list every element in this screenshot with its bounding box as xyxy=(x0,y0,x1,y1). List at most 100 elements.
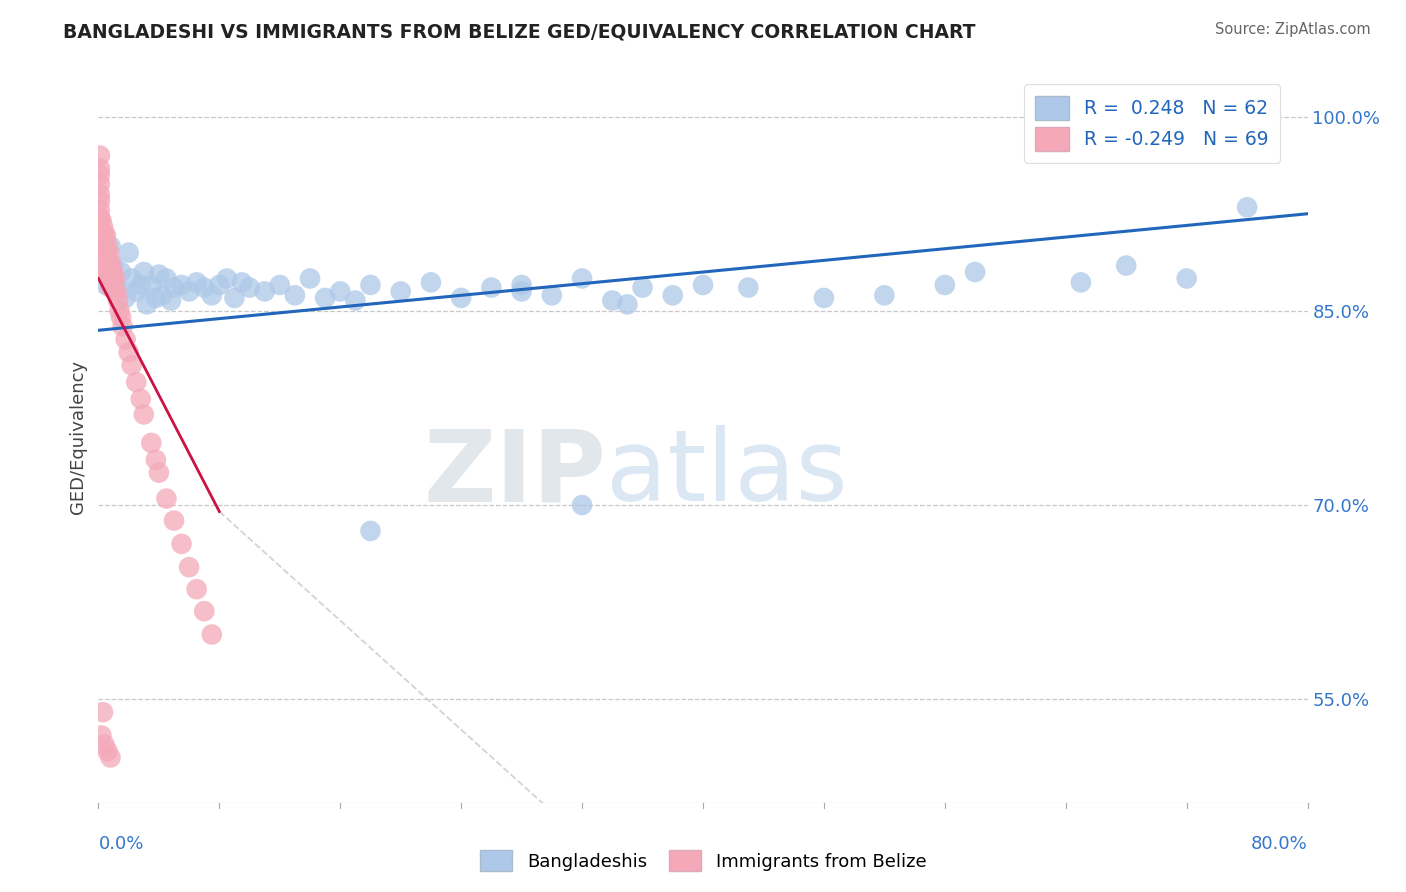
Point xyxy=(94,277,117,292)
Point xyxy=(89,219,111,234)
Point xyxy=(94,242,117,256)
Point xyxy=(186,276,208,290)
Point xyxy=(571,498,593,512)
Point xyxy=(104,271,127,285)
Point xyxy=(571,271,593,285)
Point xyxy=(284,288,307,302)
Point xyxy=(93,236,115,251)
Point xyxy=(148,466,170,480)
Text: atlas: atlas xyxy=(606,425,848,522)
Point xyxy=(89,228,111,243)
Point xyxy=(98,245,121,260)
Point xyxy=(224,291,246,305)
Point xyxy=(450,291,472,305)
Point xyxy=(135,297,157,311)
Point xyxy=(89,211,111,225)
Point xyxy=(100,239,122,253)
Point xyxy=(89,187,111,202)
Point xyxy=(107,293,129,308)
Point xyxy=(125,375,148,389)
Point xyxy=(98,271,121,285)
Point xyxy=(420,276,443,290)
Point xyxy=(813,291,835,305)
Point xyxy=(89,202,111,217)
Point xyxy=(269,277,291,292)
Point xyxy=(155,271,177,285)
Point xyxy=(661,288,683,302)
Point xyxy=(89,236,111,251)
Point xyxy=(125,285,148,299)
Point xyxy=(91,248,114,262)
Point xyxy=(89,148,111,162)
Point xyxy=(90,213,112,227)
Text: 0.0%: 0.0% xyxy=(98,835,143,853)
Point xyxy=(93,738,115,752)
Point xyxy=(965,265,987,279)
Point xyxy=(132,265,155,279)
Point xyxy=(148,268,170,282)
Point xyxy=(253,285,276,299)
Point xyxy=(1236,200,1258,214)
Point xyxy=(1070,276,1092,290)
Point xyxy=(103,280,125,294)
Point xyxy=(141,436,163,450)
Point xyxy=(145,291,167,305)
Point xyxy=(118,345,141,359)
Point xyxy=(91,239,114,253)
Point xyxy=(329,285,352,299)
Point xyxy=(510,285,533,299)
Point xyxy=(193,280,215,294)
Legend: Bangladeshis, Immigrants from Belize: Bangladeshis, Immigrants from Belize xyxy=(472,843,934,879)
Point xyxy=(96,252,118,266)
Point xyxy=(160,293,183,308)
Point xyxy=(89,177,111,191)
Point xyxy=(89,168,111,182)
Text: Source: ZipAtlas.com: Source: ZipAtlas.com xyxy=(1215,22,1371,37)
Point xyxy=(96,265,118,279)
Point xyxy=(692,277,714,292)
Point xyxy=(631,280,654,294)
Point xyxy=(540,288,562,302)
Point xyxy=(96,744,118,758)
Point xyxy=(231,276,253,290)
Point xyxy=(170,537,193,551)
Point xyxy=(93,245,115,260)
Legend: R =  0.248   N = 62, R = -0.249   N = 69: R = 0.248 N = 62, R = -0.249 N = 69 xyxy=(1024,85,1279,162)
Point xyxy=(360,524,382,538)
Point xyxy=(100,280,122,294)
Point xyxy=(314,291,336,305)
Point xyxy=(105,277,128,292)
Point xyxy=(89,245,111,260)
Point xyxy=(155,491,177,506)
Point xyxy=(93,259,115,273)
Point xyxy=(163,514,186,528)
Point xyxy=(100,268,122,282)
Point xyxy=(121,358,143,372)
Point xyxy=(737,280,759,294)
Point xyxy=(132,408,155,422)
Point xyxy=(201,288,224,302)
Point xyxy=(873,288,896,302)
Point xyxy=(145,452,167,467)
Point xyxy=(103,268,125,282)
Point xyxy=(360,277,382,292)
Point xyxy=(118,245,141,260)
Point xyxy=(299,271,322,285)
Point xyxy=(90,242,112,256)
Point xyxy=(179,285,201,299)
Point xyxy=(94,254,117,268)
Point xyxy=(93,226,115,240)
Point xyxy=(100,254,122,268)
Point xyxy=(170,277,193,292)
Point xyxy=(90,224,112,238)
Y-axis label: GED/Equivalency: GED/Equivalency xyxy=(69,360,87,514)
Point xyxy=(141,277,163,292)
Point xyxy=(1175,271,1198,285)
Point xyxy=(163,280,186,294)
Point xyxy=(121,271,143,285)
Point xyxy=(90,252,112,266)
Point xyxy=(100,750,122,764)
Point xyxy=(89,194,111,208)
Text: ZIP: ZIP xyxy=(423,425,606,522)
Point xyxy=(89,161,111,176)
